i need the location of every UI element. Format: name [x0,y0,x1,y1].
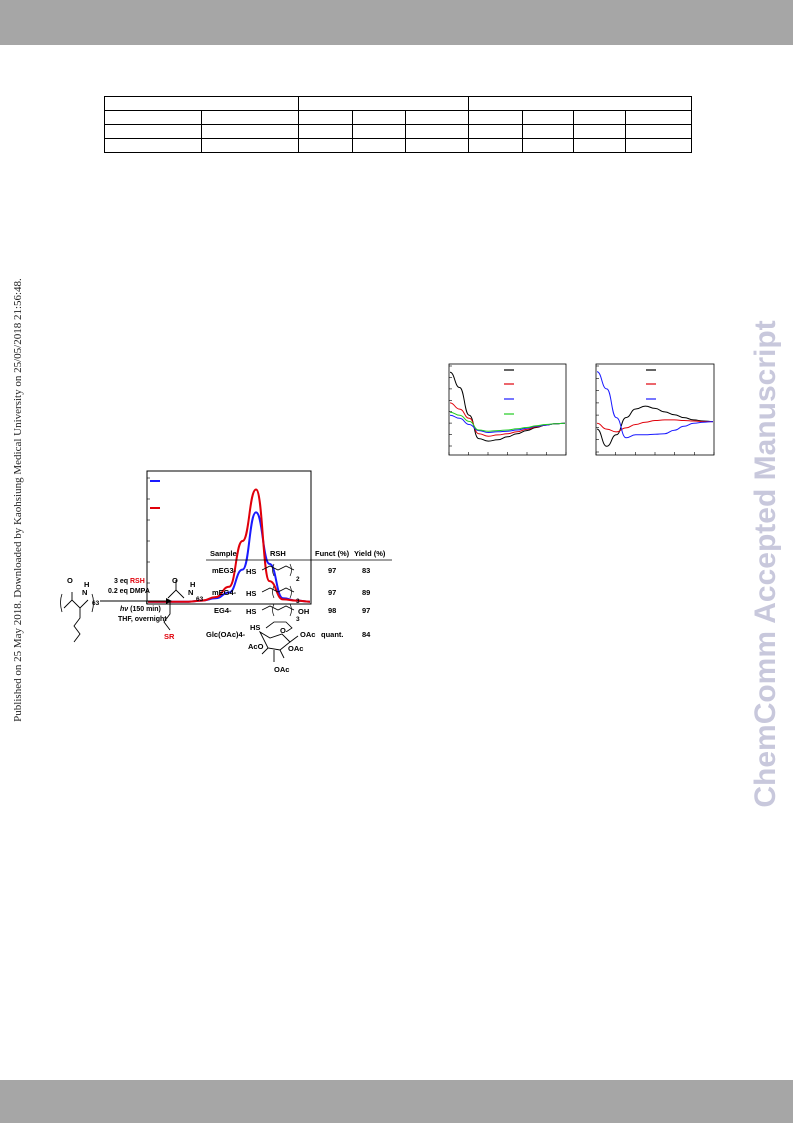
oac-label: OAc [288,644,304,653]
yield-cell: 84 [362,630,371,639]
funct-cell: 98 [328,606,337,615]
sample-cell: mEG3- [212,566,237,575]
rsh-cell: HS [250,623,261,632]
sample-cell: EG4- [214,606,232,615]
polymer-backbone [63,599,89,609]
funct-cell: 97 [328,588,337,597]
plot-frame [595,363,715,456]
reaction-scheme-structures [60,580,185,643]
series-line-0 [596,405,714,447]
funct-cell: quant. [321,630,344,639]
product-backbone [167,589,185,599]
reagent-line-1: 3 eq RSH [114,578,145,585]
rsh-subscript: 3 [296,616,300,623]
yield-cell: 97 [362,606,371,615]
footer-bar [0,1080,793,1123]
header-yield: Yield (%) [354,549,386,558]
aco-label: AcO [248,642,264,651]
rsh-oh-label: OH [298,607,310,616]
rsh-cell: HS [246,607,257,616]
table-row [104,110,692,125]
oac-label: OAc [300,630,316,639]
h-atom-label: H [84,580,90,589]
series-line-3 [449,411,566,432]
rsh-subscript: 3 [296,598,300,605]
product-n-label: N [188,588,194,597]
chromatogram-chart [146,470,312,605]
o-atom-label: O [67,576,73,585]
thiol-chain-structures [261,563,295,632]
header-sample: Sample [210,549,237,558]
cd-spectrum-chart-right [595,363,715,456]
glucose-ring-structure [258,630,299,662]
axis-ticks [448,365,567,455]
product-dp-subscript: 63 [196,596,204,603]
chart-series [449,371,566,442]
empty-data-table [104,96,692,153]
product-h-label: H [190,580,196,589]
sample-cell: Glc(OAc)4- [206,630,246,639]
table-row [104,96,692,111]
irradiation-label: hν (150 min) [120,606,161,613]
header-funct: Funct (%) [315,549,350,558]
axis-ticks [595,365,715,455]
rsh-cell: HS [246,567,257,576]
dp-subscript: 63 [92,600,100,607]
accepted-manuscript-watermark: ChemComm Accepted Manuscript [749,320,782,808]
product-side-chain [163,602,171,631]
series-line-1 [148,488,311,603]
n-atom-label: N [82,588,88,597]
solvent-label: THF, overnight [118,616,167,623]
arrow-head [166,598,172,604]
publication-notice: Published on 25 May 2018. Downloaded by … [12,278,24,722]
funct-cell: 97 [328,566,337,575]
rsh-subscript: 2 [296,576,300,583]
results-table-rule [206,559,392,561]
ring-oxygen-label: O [280,626,286,635]
plot-frame [146,470,312,605]
series-line-2 [449,414,566,434]
series-line-2 [596,371,714,439]
sample-cell: mEG4- [212,588,237,597]
table-row [104,138,692,153]
rsh-label: RSH [129,578,145,585]
bracket-right [91,593,94,613]
yield-cell: 83 [362,566,371,575]
header-rsh: RSH [270,549,286,558]
bracket-left [60,593,63,613]
series-line-1 [596,419,713,433]
product-o-label: O [172,576,178,585]
header-bar [0,0,793,45]
chart-series [148,488,311,603]
sr-group-label: SR [164,632,175,641]
yield-cell: 89 [362,588,371,597]
rsh-cell: HS [246,589,257,598]
chart-series [596,371,714,447]
table-row [104,124,692,139]
oac-label: OAc [274,665,290,674]
catalyst-label: 0.2 eq DMPA [108,588,150,595]
allyl-side-chain [73,608,81,643]
cd-spectrum-chart-left [448,363,567,456]
y-axis-ticks [146,477,150,605]
